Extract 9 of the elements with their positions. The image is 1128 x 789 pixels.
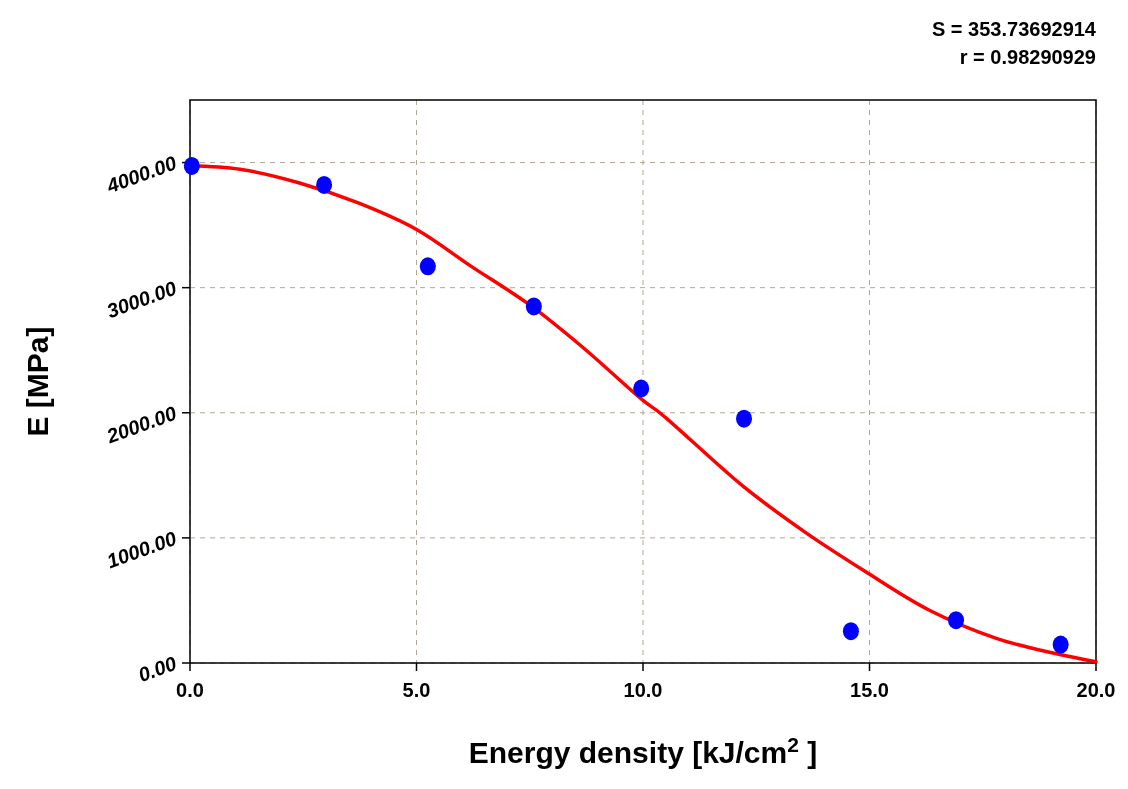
x-axis-title: Energy density [kJ/cm$^{2}$ ]	[468, 732, 818, 769]
y-axis-title: E [MPa]	[21, 326, 54, 437]
x-tick-label: 15.0	[850, 679, 889, 701]
x-tick-label: 20.0	[1076, 679, 1116, 701]
x-tick-label: 5.0	[402, 679, 431, 701]
x-tick-label: 10.0	[623, 679, 663, 701]
x-tick-label: 0.0	[176, 679, 204, 701]
text: r = 0.98290929	[959, 46, 1096, 68]
text: S = 353.73692914	[931, 18, 1097, 40]
